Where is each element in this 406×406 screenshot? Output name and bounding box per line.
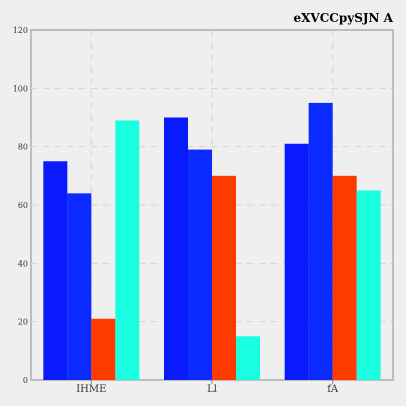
y-tick-label: 40 — [18, 259, 28, 268]
bar-Ll-series-3 — [212, 175, 236, 380]
bar-fA-series-3 — [332, 175, 357, 380]
bar-IHME-series-3 — [91, 318, 116, 380]
bar-IHME-series-4 — [115, 120, 140, 381]
bar-fA-series-4 — [356, 190, 381, 380]
bar-fA-series-1 — [284, 143, 309, 380]
bar-IHME-series-2 — [67, 193, 92, 380]
x-tick-label: Ll — [207, 384, 217, 395]
y-tick-label: 100 — [13, 84, 28, 93]
chart-title: eXVCCpySJN A — [293, 11, 393, 25]
bars — [43, 102, 381, 381]
bar-Ll-series-4 — [236, 336, 260, 380]
bar-IHME-series-1 — [43, 161, 68, 380]
bar-Ll-series-2 — [188, 149, 212, 380]
x-axis-ticks: IHME Ll fA — [76, 380, 339, 395]
y-tick-label: 60 — [18, 201, 28, 210]
x-tick-label: fA — [327, 384, 339, 395]
y-tick-label: 80 — [18, 143, 28, 152]
bar-fA-series-2 — [308, 102, 333, 381]
y-tick-label: 0 — [23, 376, 28, 385]
x-tick-label: IHME — [76, 384, 106, 395]
bar-Ll-series-1 — [164, 117, 188, 380]
y-tick-label: 20 — [18, 318, 28, 327]
y-tick-label: 120 — [13, 26, 28, 35]
y-axis-ticks: 0 20 40 60 80 100 120 — [13, 26, 28, 385]
